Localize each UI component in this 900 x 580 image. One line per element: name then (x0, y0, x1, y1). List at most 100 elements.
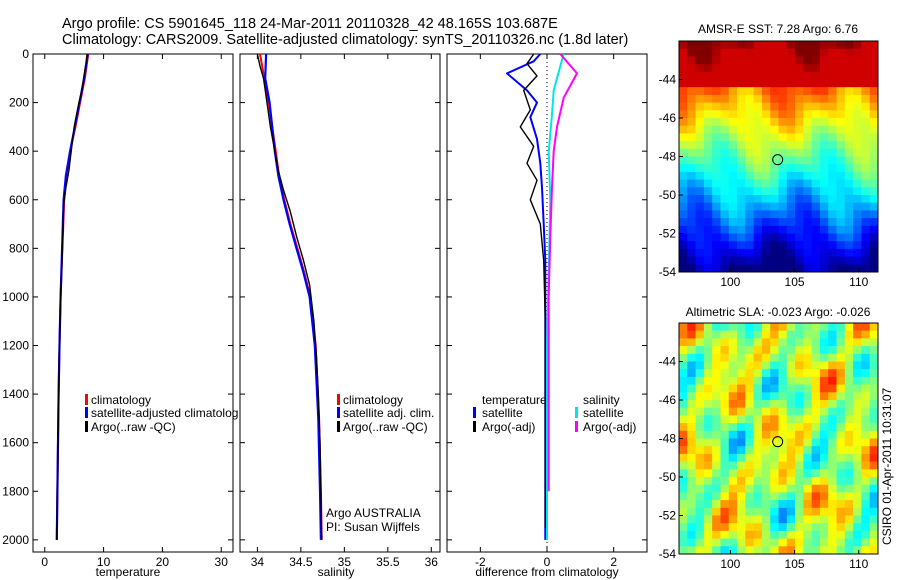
sla_map-cell (712, 330, 721, 339)
sla_map-cell (836, 384, 846, 393)
sst_map-cell (836, 118, 846, 127)
sla_map-cell (836, 400, 846, 409)
sla_map-cell (836, 530, 846, 539)
sst_map-cell (761, 110, 771, 119)
csiro-credit: CSIRO 01-Apr-2011 10:31:07 (880, 387, 894, 545)
sla_map-cell (861, 361, 871, 370)
sla_map-cell (745, 330, 755, 339)
sst_map-cell (720, 164, 730, 173)
sla_map-cell (770, 369, 779, 378)
sla_map-cell (861, 369, 871, 378)
sst_map-cell (695, 156, 705, 165)
sla_map-cell (844, 346, 854, 355)
sla_map-cell (869, 400, 879, 409)
sst_map-cell (795, 171, 804, 180)
sst_map-cell (828, 187, 837, 196)
sla_map-cell (687, 438, 696, 447)
sst_map-cell (786, 241, 796, 250)
sla_map-cell (679, 500, 688, 509)
sla_map-cell (861, 530, 871, 539)
sst_map-cell (844, 133, 854, 142)
sla_map-cell (770, 346, 779, 355)
sst_map-cell (687, 256, 696, 265)
sla_map-cell (819, 461, 829, 470)
sla_map-cell (720, 346, 730, 355)
salinity-frame (239, 53, 441, 553)
sst_map-cell (753, 110, 763, 119)
sla_map-cell (761, 546, 771, 555)
sst_map-cell (728, 179, 738, 188)
sla_map-cell (786, 330, 796, 339)
sst_map-cell (720, 241, 730, 250)
sst_map-cell (803, 233, 813, 242)
sla_map-cell (753, 423, 763, 432)
sst_map-cell (786, 164, 796, 173)
sla_map-ytick-label: -50 (659, 470, 677, 484)
sst_map-cell (844, 48, 854, 57)
sla_map-cell (778, 515, 788, 524)
sst_map-cell (778, 79, 788, 88)
sla_map-cell (869, 392, 879, 401)
sst_map-cell (844, 225, 854, 234)
sst_map-cell (745, 218, 755, 227)
sla_map-cell (819, 338, 829, 347)
sst_map-cell (778, 56, 788, 65)
sst_map-cell (828, 64, 837, 73)
sla_map-cell (795, 500, 804, 509)
sst_map-cell (811, 48, 821, 57)
sst_map-cell (861, 48, 871, 57)
sla_map-cell (811, 369, 821, 378)
sla_map-cell (828, 361, 837, 370)
sla_map-cell (869, 530, 879, 539)
sla_map-cell (795, 530, 804, 539)
sla_map-cell (737, 500, 746, 509)
sst_map-cell (761, 210, 771, 219)
sla_map-cell (828, 538, 837, 547)
sst_map-cell (703, 195, 713, 204)
sla_map-cell (836, 453, 846, 462)
sst_map-cell (811, 164, 821, 173)
sst_map-cell (770, 41, 779, 50)
sla_map-cell (861, 407, 871, 416)
sst_map-cell (869, 110, 879, 119)
sla_map-cell (720, 446, 730, 455)
sst_map-cell (786, 71, 796, 80)
sst_map-cell (761, 233, 771, 242)
sla_map-cell (679, 376, 688, 385)
depth-tick-label: 1400 (2, 387, 29, 401)
sla_map-cell (703, 392, 713, 401)
sst_map-cell (786, 133, 796, 142)
sst_map-cell (819, 102, 829, 111)
sst_map-cell (737, 164, 746, 173)
sla_map-cell (861, 507, 871, 516)
sst_map-cell (703, 148, 713, 157)
sst_map-cell (869, 218, 879, 227)
sst_map-cell (753, 133, 763, 142)
sla_map-cell (770, 438, 779, 447)
sla_map-cell (761, 530, 771, 539)
legend-swatch-temp-clim (85, 394, 88, 405)
sla_map-cell (695, 438, 705, 447)
sst_map-cell (853, 79, 862, 88)
sst_map-cell (869, 171, 879, 180)
sla_map-cell (679, 330, 688, 339)
sst_map-cell (786, 118, 796, 127)
sla_map-cell (728, 515, 738, 524)
sla_map-cell (828, 392, 837, 401)
sst_map-cell (811, 102, 821, 111)
sst_map-cell (712, 179, 721, 188)
sst_map-cell (811, 148, 821, 157)
sst_map-cell (679, 118, 688, 127)
sst_map-cell (861, 41, 871, 50)
sst_map-cell (712, 171, 721, 180)
sst_map-cell (853, 94, 862, 103)
sst_map-cell (811, 79, 821, 88)
legend-diff-temperature-satellite: satellite (482, 406, 523, 420)
difference-legend: temperature satellite Argo(-adj) salinit… (482, 393, 636, 434)
sla_map-cell (803, 507, 813, 516)
sla_map-cell (770, 361, 779, 370)
sla_map-cell (703, 330, 713, 339)
sla_map-cell (844, 477, 854, 486)
sla_map-cell (853, 538, 862, 547)
sst_map-cell (811, 94, 821, 103)
